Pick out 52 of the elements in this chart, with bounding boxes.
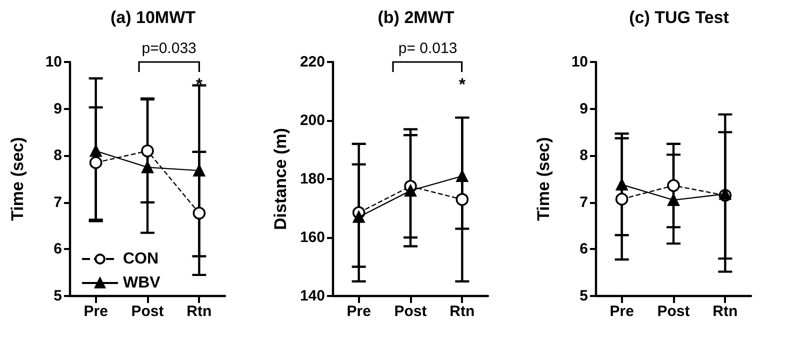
y-tick-label: 5: [580, 288, 588, 304]
y-tick-label: 6: [580, 240, 588, 258]
x-tick-label: Rtn: [450, 303, 475, 320]
y-tick-label: 8: [54, 147, 62, 164]
y-tick-label: 5: [54, 288, 62, 304]
y-axis-title: Time (sec): [8, 137, 27, 221]
y-axis-title: Time (sec): [534, 137, 553, 221]
y-tick-label: 200: [300, 112, 325, 129]
legend-label: CON: [123, 250, 159, 268]
y-tick-label: 220: [300, 54, 325, 70]
point: [193, 164, 206, 176]
chart-title: (b) 2MWT: [378, 8, 455, 27]
point: [141, 144, 154, 158]
chart-title: (a) 10MWT: [110, 8, 196, 27]
annotation: *: [196, 75, 202, 96]
x-tick-label: Rtn: [712, 303, 738, 320]
y-tick-label: 6: [54, 240, 62, 258]
point: [352, 211, 365, 223]
y-tick-label: 7: [580, 194, 588, 211]
y-tick-label: 10: [45, 54, 62, 70]
text: p=0.033: [142, 40, 196, 58]
x-tick-label: Pre: [610, 303, 634, 320]
point: [667, 179, 680, 192]
point: [90, 145, 102, 157]
y-tick-label: 160: [300, 229, 325, 246]
point: [142, 161, 154, 174]
point: [456, 193, 469, 206]
y-tick-label: 9: [54, 100, 62, 118]
y-tick-label: 10: [571, 54, 588, 70]
y-axis-title: Distance (m): [271, 128, 290, 230]
x-tick-label: Pre: [346, 303, 371, 320]
point: [404, 184, 416, 197]
legend-label: WBV: [123, 274, 161, 292]
point: [615, 192, 628, 206]
y-tick-label: 7: [54, 194, 62, 211]
point: [89, 156, 102, 170]
x-tick-label: Post: [657, 303, 690, 320]
point: [616, 178, 628, 191]
point: [456, 170, 468, 182]
x-tick-label: Pre: [84, 303, 108, 320]
y-tick-label: 8: [580, 147, 588, 164]
chart-title: (c) TUG Test: [629, 8, 730, 27]
point: [192, 206, 206, 220]
x-tick-label: Post: [131, 303, 164, 320]
y-tick-label: 9: [580, 100, 588, 118]
y-tick-label: 180: [300, 170, 325, 188]
annotation: *: [458, 75, 466, 96]
text: p= 0.013: [398, 40, 458, 58]
y-tick-label: 140: [300, 288, 325, 304]
x-tick-label: Rtn: [186, 303, 212, 320]
x-tick-label: Post: [394, 303, 427, 320]
point: [668, 194, 680, 206]
